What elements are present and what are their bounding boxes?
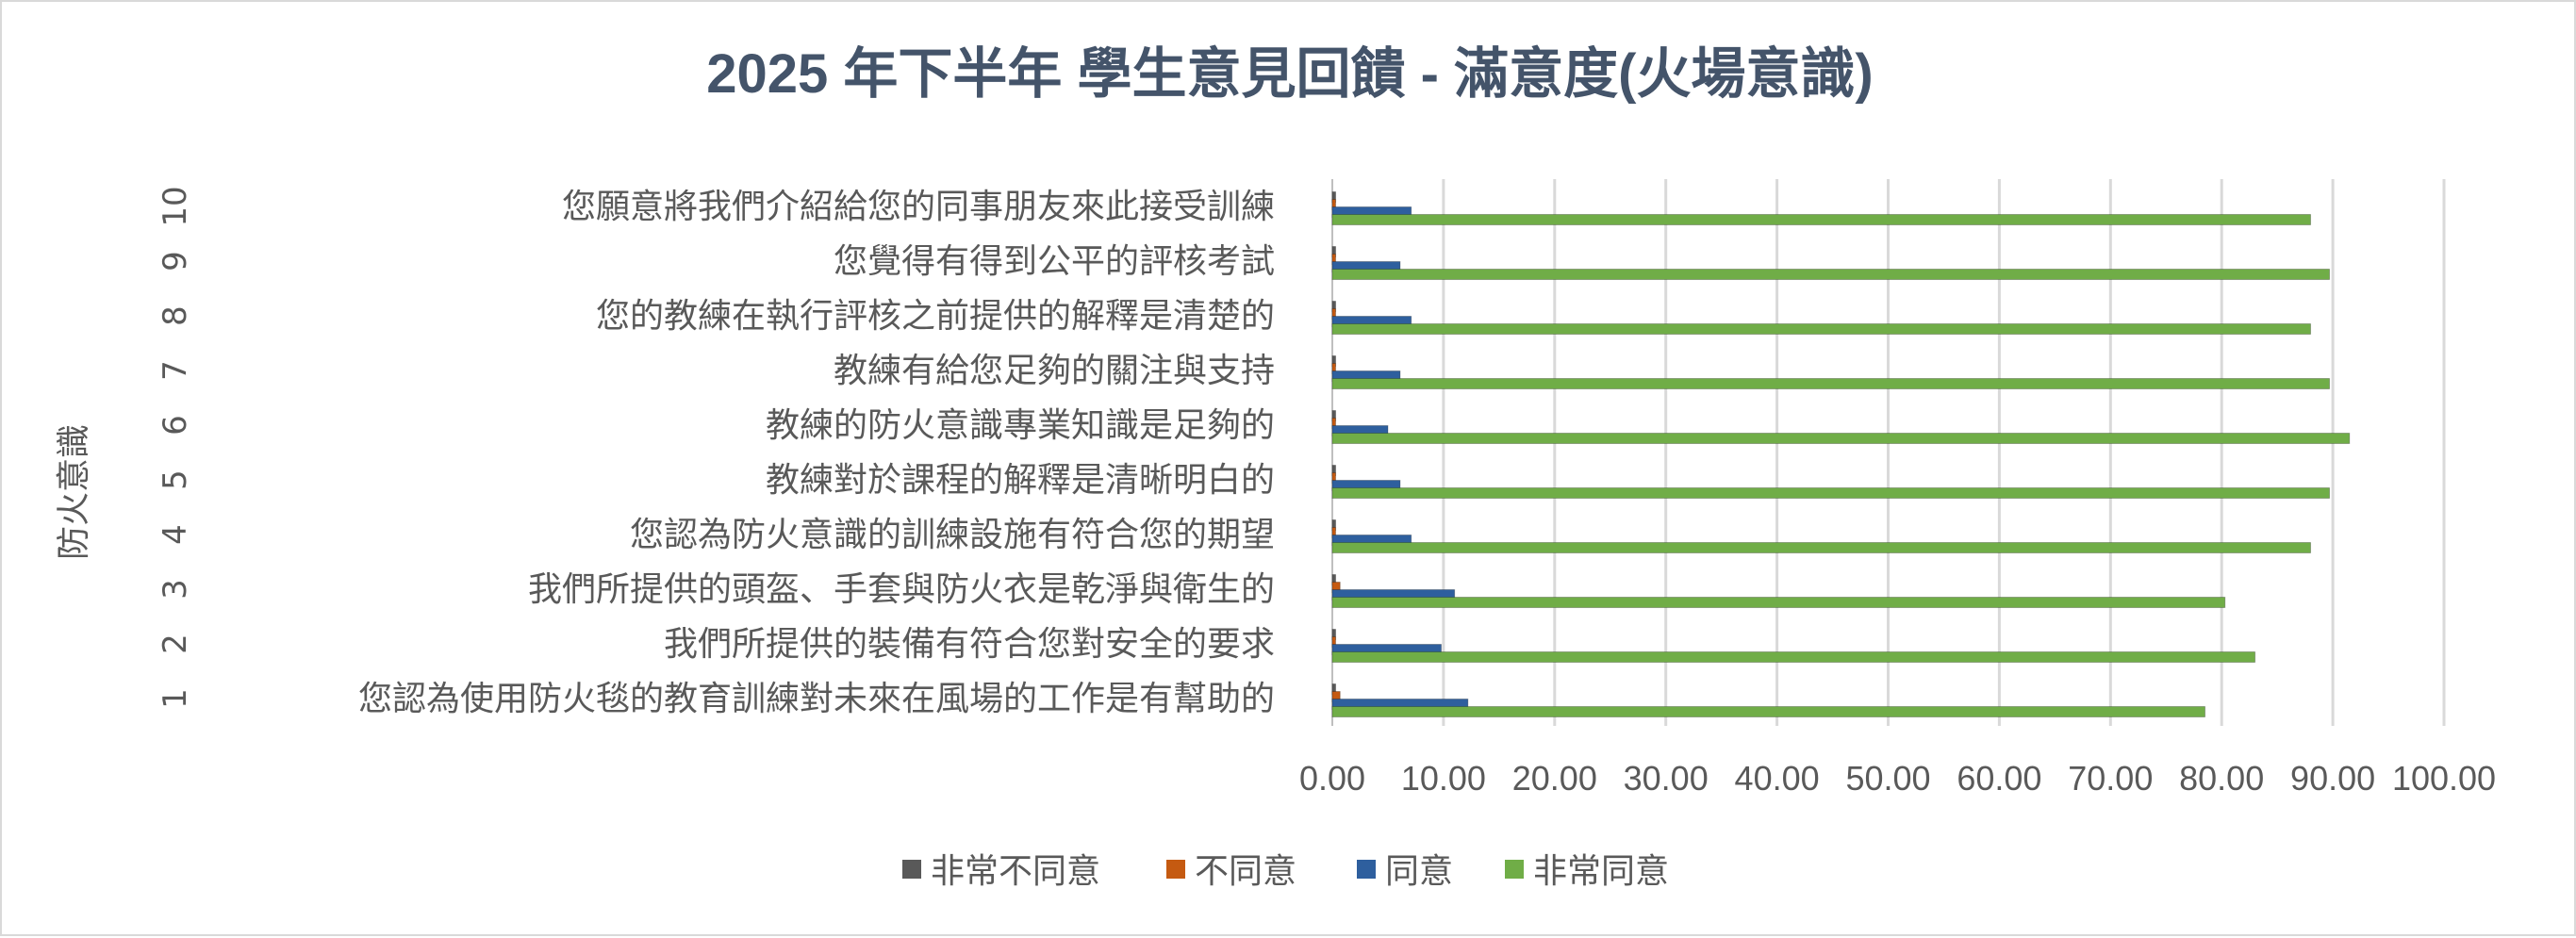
legend-label: 不同意 bbox=[1195, 852, 1296, 891]
category-number: 1 bbox=[157, 688, 194, 709]
bar-4-cat-8 bbox=[1331, 323, 2312, 335]
legend-label: 非常同意 bbox=[1533, 852, 1669, 891]
x-tick-label: 90.00 bbox=[2290, 759, 2375, 798]
legend-swatch bbox=[1166, 860, 1185, 879]
category-number: 9 bbox=[157, 251, 194, 272]
x-axis-ticks: 0.00 10.00 20.00 30.00 40.00 50.00 60.00 70.00 8… bbox=[1299, 759, 2496, 798]
category-label: 您的教練在執行評核之前提供的解釋是清楚的 bbox=[596, 297, 1275, 336]
bar-4-cat-4 bbox=[1331, 542, 2312, 553]
x-tick-label: 70.00 bbox=[2068, 759, 2153, 798]
chart-title: 2025 年下半年 學生意見回饋 - 滿意度(火場意識) bbox=[706, 43, 1873, 105]
category-number: 2 bbox=[157, 634, 194, 654]
category-label: 我們所提供的頭盔、手套與防火衣是乾淨與衛生的 bbox=[528, 570, 1275, 609]
bar-4-cat-7 bbox=[1331, 378, 2331, 389]
category-label: 您認為防火意識的訓練設施有符合您的期望 bbox=[630, 516, 1275, 554]
gridlines bbox=[1331, 179, 2446, 726]
x-tick-label: 10.00 bbox=[1401, 759, 1486, 798]
legend-label: 非常不同意 bbox=[931, 852, 1100, 891]
x-tick-label: 20.00 bbox=[1512, 759, 1597, 798]
x-tick-label: 60.00 bbox=[1957, 759, 2041, 798]
category-number: 8 bbox=[157, 305, 194, 326]
bar-4-cat-5 bbox=[1331, 487, 2331, 499]
x-tick-label: 100.00 bbox=[2392, 759, 2496, 798]
category-label: 教練有給您足夠的關注與支持 bbox=[834, 352, 1275, 390]
bar-4-cat-3 bbox=[1331, 597, 2226, 608]
legend-label: 同意 bbox=[1385, 852, 1453, 891]
category-label: 您覺得有得到公平的評核考試 bbox=[834, 242, 1275, 281]
bar-4-cat-6 bbox=[1331, 433, 2351, 444]
category-label: 您願意將我們介紹給您的同事朋友來此接受訓練 bbox=[562, 188, 1275, 226]
category-number: 4 bbox=[157, 524, 194, 545]
category-label: 您認為使用防火毯的教育訓練對未來在風場的工作是有幫助的 bbox=[358, 680, 1275, 718]
bars bbox=[1331, 191, 2351, 717]
category-labels: 您認為使用防火毯的教育訓練對未來在風場的工作是有幫助的 1 我們所提供的裝備有符合您… bbox=[157, 186, 1275, 718]
bar-4-cat-2 bbox=[1331, 651, 2256, 663]
category-number: 10 bbox=[157, 186, 194, 226]
x-tick-label: 30.00 bbox=[1624, 759, 1709, 798]
legend-swatch bbox=[902, 860, 921, 879]
x-tick-label: 0.00 bbox=[1299, 759, 1365, 798]
legend: 非常不同意 不同意 同意 非常同意 bbox=[902, 852, 1669, 891]
y-axis-title: 防火意識 bbox=[55, 424, 93, 560]
category-number: 5 bbox=[157, 469, 194, 490]
legend-swatch bbox=[1357, 860, 1376, 879]
x-tick-label: 40.00 bbox=[1735, 759, 1820, 798]
bar-4-cat-9 bbox=[1331, 269, 2331, 280]
legend-swatch bbox=[1505, 860, 1524, 879]
category-label: 教練的防火意識專業知識是足夠的 bbox=[766, 406, 1275, 445]
category-number: 3 bbox=[157, 579, 194, 600]
x-tick-label: 80.00 bbox=[2179, 759, 2264, 798]
bar-4-cat-1 bbox=[1331, 706, 2206, 717]
bar-4-cat-10 bbox=[1331, 214, 2312, 225]
category-label: 我們所提供的裝備有符合您對安全的要求 bbox=[664, 625, 1275, 664]
category-number: 7 bbox=[157, 360, 194, 381]
category-number: 6 bbox=[157, 415, 194, 436]
category-label: 教練對於課程的解釋是清晰明白的 bbox=[766, 461, 1275, 500]
x-tick-label: 50.00 bbox=[1845, 759, 1930, 798]
